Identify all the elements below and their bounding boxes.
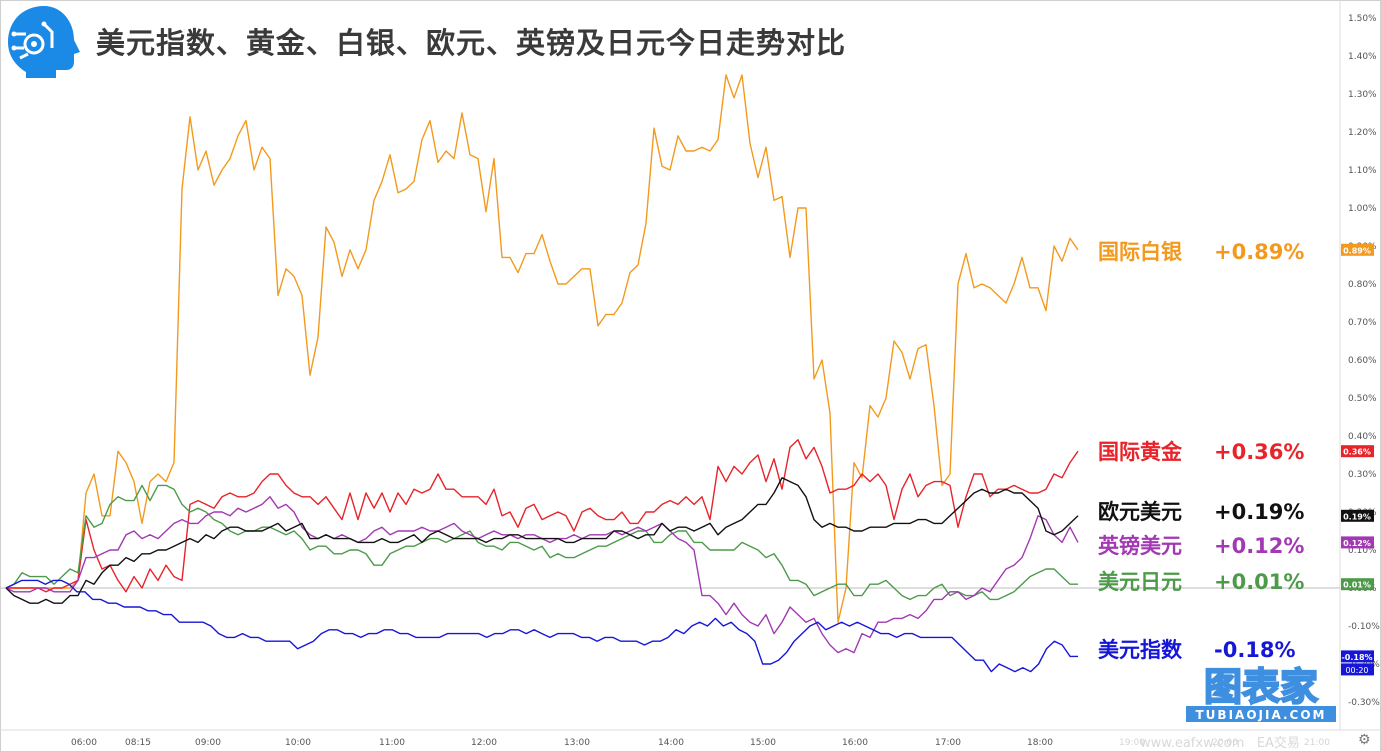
legend-series-value: +0.89% xyxy=(1214,240,1305,264)
value-badge-4: 0.01% xyxy=(1341,578,1374,591)
y-tick-label: 0.70% xyxy=(1348,318,1377,328)
settings-gear-icon[interactable]: ⚙ xyxy=(1358,732,1371,748)
brand-logo-icon xyxy=(4,4,84,80)
y-tick-label: 0.80% xyxy=(1348,280,1377,290)
svg-text:0.36%: 0.36% xyxy=(1343,448,1371,457)
x-tick-label: 11:00 xyxy=(379,738,405,748)
series-line-0 xyxy=(6,74,1079,623)
x-tick-label: 19:00 xyxy=(1119,738,1145,748)
y-tick-label: 0.40% xyxy=(1348,432,1377,442)
legend-item-0: 国际白银 +0.89% xyxy=(1098,236,1304,266)
x-tick-label: 06:00 xyxy=(71,738,97,748)
watermark-domain: TUBIAOJIA.COM xyxy=(1196,708,1327,722)
svg-text:0.89%: 0.89% xyxy=(1343,246,1371,255)
y-tick-label: 0.30% xyxy=(1348,470,1377,480)
svg-text:0.12%: 0.12% xyxy=(1343,539,1371,548)
legend-item-1: 国际黄金 +0.36% xyxy=(1098,436,1304,466)
legend-series-value: +0.01% xyxy=(1214,570,1305,594)
legend-series-name: 美元日元 xyxy=(1098,570,1182,594)
y-tick-label: 1.50% xyxy=(1348,14,1377,24)
watermark-logo: 图表家 TUBIAOJIA.COM xyxy=(1182,664,1340,726)
y-tick-label: 0.10% xyxy=(1348,546,1377,556)
legend-series-name: 美元指数 xyxy=(1098,638,1182,662)
x-tick-label: 20:00 xyxy=(1212,738,1238,748)
legend-item-5: 美元指数 -0.18% xyxy=(1098,634,1296,664)
y-tick-label: -0.30% xyxy=(1348,698,1380,708)
x-tick-label: 13:00 xyxy=(564,738,590,748)
svg-text:0.19%: 0.19% xyxy=(1343,512,1371,521)
series-line-4 xyxy=(5,484,1078,601)
watermark-site: www.eafxw.com EA交易 xyxy=(1140,736,1300,751)
series-line-5 xyxy=(5,579,1078,673)
y-tick-label: 1.00% xyxy=(1348,204,1377,214)
time-badge: 00:20 xyxy=(1341,663,1374,676)
value-badge-3: 0.12% xyxy=(1341,536,1374,549)
value-badge-2: 0.19% xyxy=(1341,509,1374,522)
chart-title: 美元指数、黄金、白银、欧元、英镑及日元今日走势对比 xyxy=(96,26,847,60)
legend-series-name: 英镑美元 xyxy=(1098,534,1182,558)
y-tick-label: 0.60% xyxy=(1348,356,1377,366)
x-tick-label: 08:15 xyxy=(125,738,151,748)
svg-text:00:20: 00:20 xyxy=(1345,666,1368,675)
x-tick-label: 17:00 xyxy=(935,738,961,748)
legend-series-name: 国际白银 xyxy=(1098,240,1182,264)
series-line-1 xyxy=(6,439,1079,593)
x-tick-label: 10:00 xyxy=(285,738,311,748)
x-tick-label: 16:00 xyxy=(842,738,868,748)
legend-item-3: 英镑美元 +0.12% xyxy=(1098,530,1304,560)
x-tick-label: 14:00 xyxy=(658,738,684,748)
legend-item-4: 美元日元 +0.01% xyxy=(1098,566,1304,596)
y-tick-label: -0.10% xyxy=(1348,622,1380,632)
x-tick-label: 09:00 xyxy=(195,738,221,748)
y-tick-label: 1.40% xyxy=(1348,52,1377,62)
x-tick-label: 21:00 xyxy=(1304,738,1330,748)
legend-series-value: -0.18% xyxy=(1214,638,1296,662)
legend-series-name: 欧元美元 xyxy=(1098,500,1182,524)
legend-item-2: 欧元美元 +0.19% xyxy=(1098,496,1304,526)
y-tick-label: 0.50% xyxy=(1348,394,1377,404)
value-badge-0: 0.89% xyxy=(1341,243,1374,256)
series-line-2 xyxy=(5,477,1079,604)
x-tick-label: 18:00 xyxy=(1027,738,1053,748)
x-tick-label: 15:00 xyxy=(750,738,776,748)
y-tick-label: 1.20% xyxy=(1348,128,1377,138)
watermark-name: 图表家 xyxy=(1204,665,1318,709)
x-tick-label: 12:00 xyxy=(471,738,497,748)
y-tick-label: 1.30% xyxy=(1348,90,1377,100)
y-tick-label: 1.10% xyxy=(1348,166,1377,176)
legend-series-value: +0.19% xyxy=(1214,500,1305,524)
value-badge-5: -0.18% xyxy=(1341,650,1374,663)
value-badge-1: 0.36% xyxy=(1341,445,1374,458)
legend-series-name: 国际黄金 xyxy=(1098,440,1182,464)
svg-text:-0.18%: -0.18% xyxy=(1341,653,1372,662)
legend-series-value: +0.12% xyxy=(1214,534,1305,558)
legend-series-value: +0.36% xyxy=(1214,440,1305,464)
svg-text:0.01%: 0.01% xyxy=(1343,581,1371,590)
